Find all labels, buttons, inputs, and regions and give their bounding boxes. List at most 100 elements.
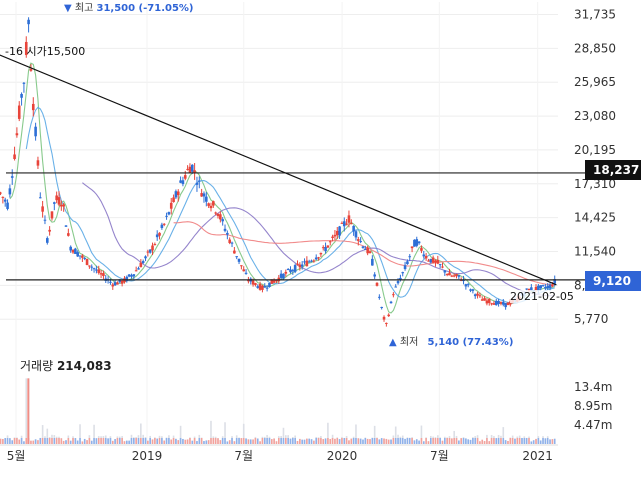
x-tick-label: 5월 <box>7 449 26 463</box>
volume-spike-bar <box>27 378 30 444</box>
candle-body <box>111 284 115 287</box>
candle-body <box>307 261 311 263</box>
candle-body <box>373 274 376 277</box>
volume-bar <box>497 438 500 444</box>
volume-bar <box>343 438 346 444</box>
candle-body <box>247 280 250 282</box>
volume-bar <box>11 440 14 444</box>
candle-body <box>13 154 16 159</box>
volume-bar <box>149 438 151 444</box>
volume-bar <box>488 441 491 444</box>
resistance-price-tag: 18,237 <box>585 160 641 180</box>
volume-bar <box>553 438 556 444</box>
trendline-start-label: -16 시가15,500 <box>5 45 86 58</box>
volume-bar <box>270 439 273 444</box>
volume-bar <box>217 438 219 444</box>
volume-bar <box>228 440 231 444</box>
volume-current-value: 214,083 <box>56 359 112 373</box>
candle-body <box>265 287 269 289</box>
candle-body <box>78 255 82 257</box>
volume-bar <box>514 438 516 444</box>
volume-bar <box>90 440 93 444</box>
volume-bar <box>34 439 37 444</box>
candle-body <box>392 294 395 296</box>
candle-body <box>17 105 21 119</box>
volume-bar <box>380 438 383 444</box>
candle-body <box>480 299 484 301</box>
candle-body <box>169 202 173 209</box>
volume-bar <box>317 438 320 444</box>
volume-bar-bg <box>502 427 505 444</box>
candle-body <box>478 295 482 297</box>
candle-body <box>487 298 491 303</box>
candle-body <box>132 274 136 277</box>
candle-body <box>431 257 435 263</box>
candle-body <box>342 221 346 227</box>
candle-body <box>338 226 341 236</box>
volume-bar <box>259 441 261 444</box>
candle-body <box>450 275 454 277</box>
volume-bar <box>420 438 423 444</box>
volume-bar <box>406 438 409 444</box>
candle-body <box>466 284 470 286</box>
volume-bar <box>126 440 128 444</box>
volume-bar <box>158 438 161 444</box>
candle-body <box>88 265 91 267</box>
volume-bar <box>301 439 303 444</box>
candle-body <box>548 284 552 289</box>
volume-bar <box>102 438 105 444</box>
candle-body <box>303 261 306 263</box>
candle-body <box>60 204 63 207</box>
candle-body <box>212 201 215 206</box>
candle-body <box>345 223 348 225</box>
candle-body <box>0 192 2 194</box>
candle-body <box>483 298 486 301</box>
candle-body <box>240 265 243 267</box>
volume-bar <box>462 438 465 444</box>
volume-bar <box>224 438 226 444</box>
volume-bar <box>0 438 2 444</box>
candle-body <box>406 261 409 265</box>
volume-bar <box>252 439 254 444</box>
volume-bar <box>481 439 484 444</box>
candle-body <box>237 258 241 262</box>
volume-bar <box>490 438 493 444</box>
volume-bar <box>6 438 9 444</box>
y-tick-label: 28,850 <box>574 41 616 55</box>
volume-bar <box>256 438 259 444</box>
candle-body <box>235 256 239 258</box>
volume-bar-bg <box>46 428 49 444</box>
candle-body <box>331 236 334 238</box>
candle-body <box>286 269 290 271</box>
candle-body <box>160 224 164 229</box>
candle-body <box>181 180 185 185</box>
candle-body <box>300 264 304 267</box>
volume-bar <box>249 439 252 444</box>
candle-body <box>46 238 49 243</box>
volume-bar <box>118 438 121 444</box>
candle-body <box>314 257 318 260</box>
min-marker-icon: ▲ <box>389 337 397 348</box>
candle-body <box>366 247 369 254</box>
volume-bar <box>299 438 301 444</box>
volume-bar <box>479 441 481 444</box>
volume-bar <box>109 438 112 444</box>
candle-body <box>420 248 423 251</box>
candle-body <box>155 234 159 238</box>
volume-bar <box>193 438 196 444</box>
candle-body <box>375 282 379 286</box>
volume-bar <box>212 438 215 444</box>
candle-body <box>90 266 94 268</box>
candle-body <box>179 180 182 183</box>
candle-body <box>394 286 398 288</box>
volume-bar <box>331 438 334 444</box>
candle-body <box>226 232 229 235</box>
candle-body <box>3 199 7 202</box>
volume-bar <box>245 438 247 444</box>
volume-bar <box>453 438 455 444</box>
volume-bar <box>175 438 177 444</box>
volume-bar-bg <box>224 422 226 444</box>
x-tick-label: 2019 <box>132 449 163 463</box>
candle-body <box>22 82 26 84</box>
